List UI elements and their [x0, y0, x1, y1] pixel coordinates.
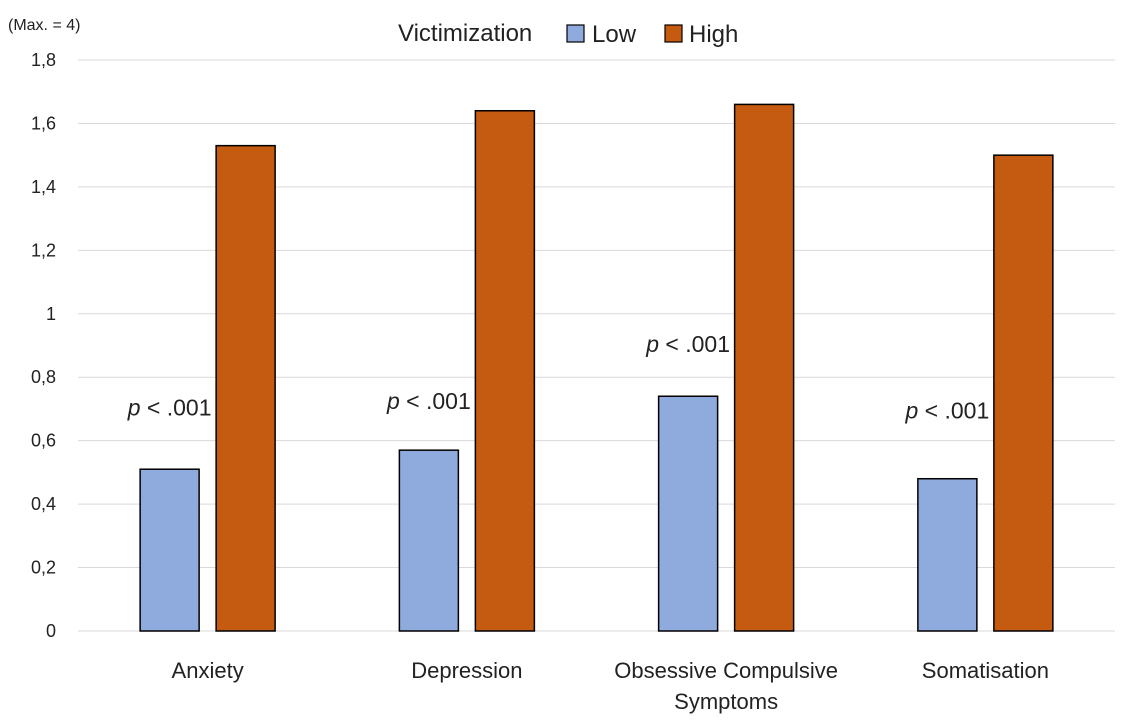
x-category-label: Symptoms [674, 689, 778, 714]
bar-low [398, 449, 460, 632]
x-category-label: Anxiety [172, 658, 244, 683]
y-tick-label: 1,2 [31, 240, 56, 260]
y-tick-label: 1,8 [31, 50, 56, 70]
label-layer: 0 0,2 0,4 0,6 0,8 1 1,2 1,4 1,6 1,8 Anxiety Depress… [31, 50, 1049, 714]
y-tick-label: 0,2 [31, 558, 56, 578]
legend-label-low: Low [592, 21, 637, 48]
legend-title: Victimization [398, 20, 532, 47]
p-value-annotation: p < .001 [386, 388, 471, 414]
bar-high [993, 154, 1054, 632]
legend: Victimization Low High [398, 20, 738, 48]
p-value-annotation: p < .001 [904, 397, 989, 423]
y-tick-label: 0,6 [31, 431, 56, 451]
bar-low [657, 395, 719, 632]
y-tick-label: 0,8 [31, 367, 56, 387]
x-category-label: Depression [411, 658, 522, 683]
unit-label: (Max. = 4) [8, 17, 80, 34]
bar-layer [139, 103, 1054, 632]
y-tick-label: 0,4 [31, 494, 56, 514]
bar-low [917, 477, 978, 632]
y-tick-label: 1,6 [31, 113, 56, 133]
y-tick-label: 1,4 [31, 177, 56, 197]
p-value-annotation: p < .001 [127, 394, 212, 420]
x-category-label: Somatisation [922, 658, 1049, 683]
legend-label-high: High [689, 21, 738, 48]
bar-high [733, 103, 795, 632]
bar-high [474, 110, 536, 632]
legend-swatch-low [566, 24, 585, 43]
y-tick-label: 0 [46, 621, 56, 641]
y-tick-label: 1 [46, 304, 56, 324]
bar-low [139, 468, 200, 632]
bar-high [215, 144, 276, 632]
x-category-label: Obsessive Compulsive [614, 658, 838, 683]
p-value-annotation: p < .001 [645, 331, 730, 357]
legend-swatch-high [664, 24, 683, 43]
